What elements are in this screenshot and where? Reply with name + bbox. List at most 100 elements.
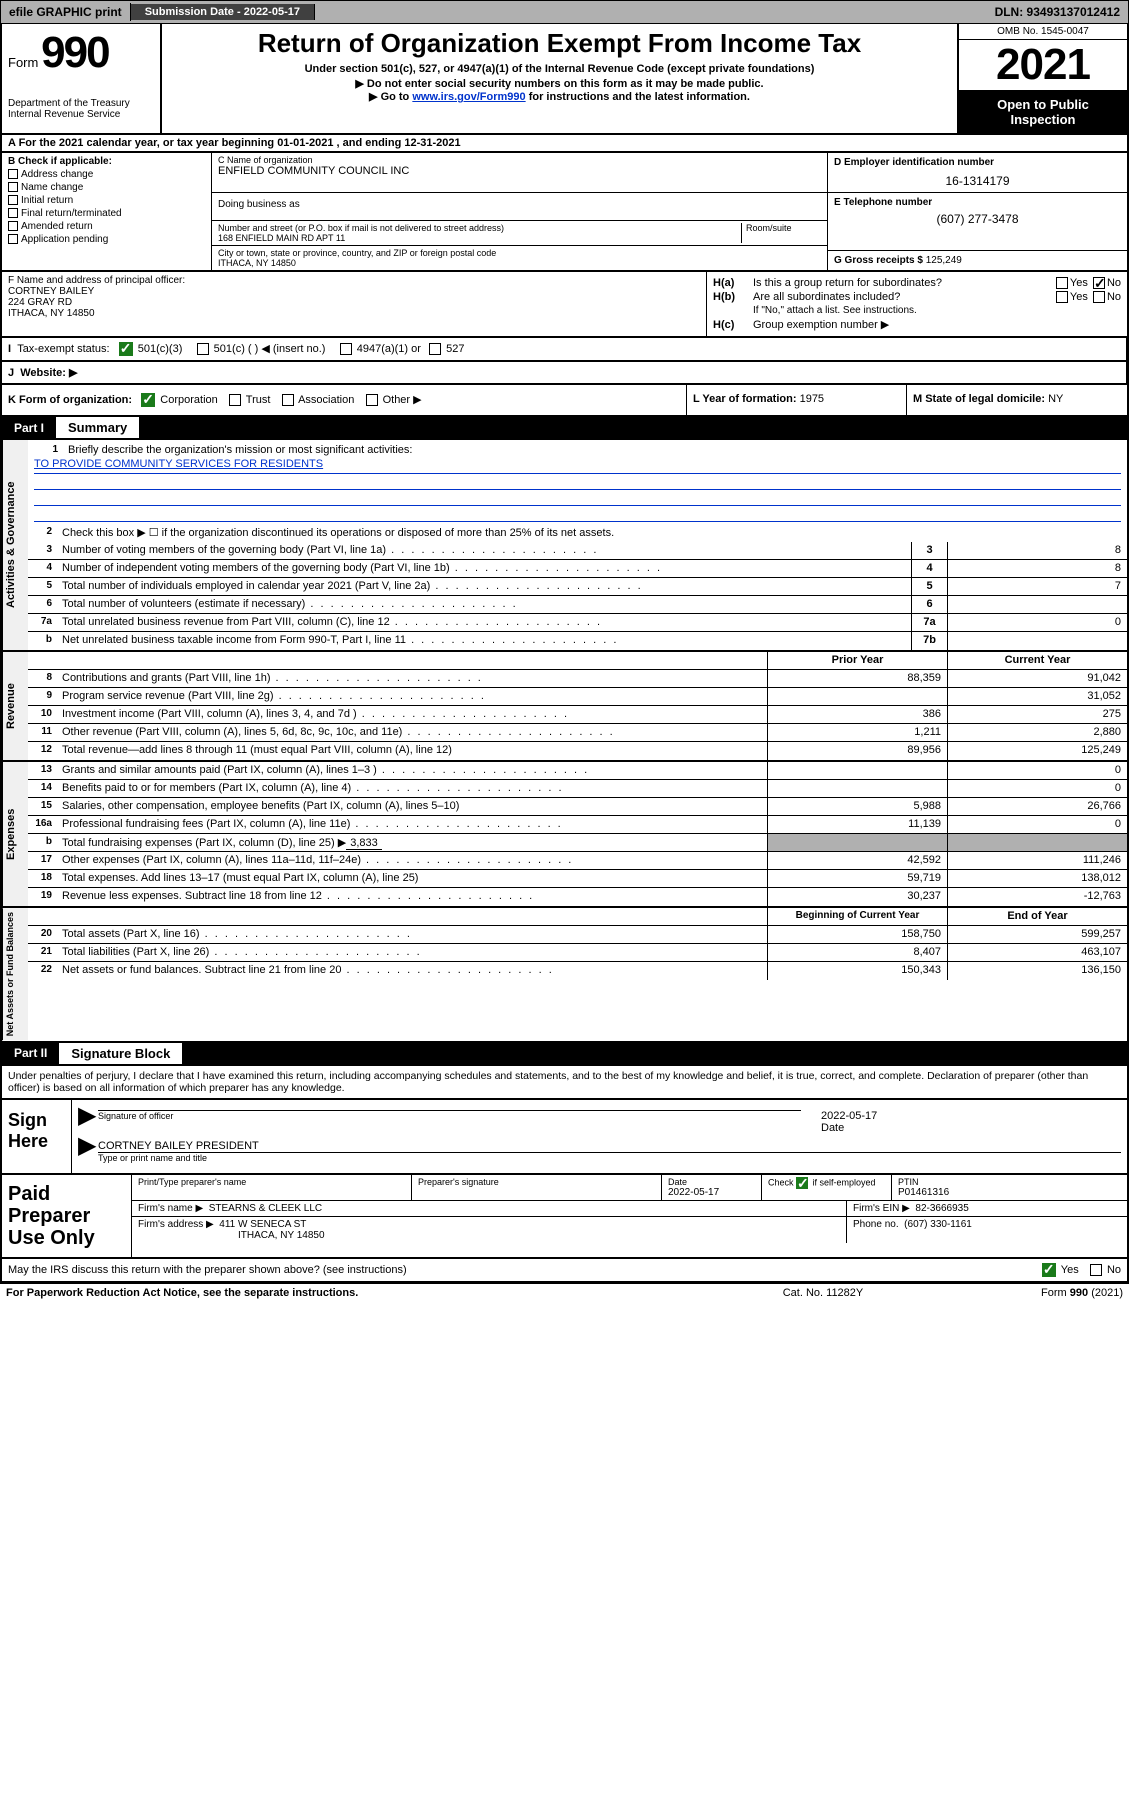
officer-addr1: 224 GRAY RD <box>8 297 700 308</box>
chk-501c[interactable] <box>197 343 209 355</box>
line-16a-prior: 11,139 <box>767 816 947 833</box>
chk-501c3[interactable] <box>119 342 133 356</box>
part-1-header: Part I Summary <box>0 417 1129 440</box>
line-15-text: Salaries, other compensation, employee b… <box>58 798 767 815</box>
line-8-curr: 91,042 <box>947 670 1127 687</box>
line-17-prior: 42,592 <box>767 852 947 869</box>
line-20-prior: 158,750 <box>767 926 947 943</box>
chk-initial-return[interactable]: Initial return <box>8 195 205 206</box>
hc-key: H(c) <box>713 319 753 331</box>
chk-assoc[interactable] <box>282 394 294 406</box>
line-13-curr: 0 <box>947 762 1127 779</box>
org-name-value: ENFIELD COMMUNITY COUNCIL INC <box>218 165 821 177</box>
vtab-expenses: Expenses <box>2 762 28 906</box>
chk-trust[interactable] <box>229 394 241 406</box>
omb-number: OMB No. 1545-0047 <box>959 24 1127 40</box>
revenue-block: Revenue Prior Year Current Year 8 Contri… <box>0 652 1129 762</box>
col-f-officer: F Name and address of principal officer:… <box>2 272 707 336</box>
line-13-text: Grants and similar amounts paid (Part IX… <box>58 762 767 779</box>
sig-officer-label: Signature of officer <box>98 1111 801 1121</box>
officer-name: CORTNEY BAILEY <box>8 286 700 297</box>
line-8-text: Contributions and grants (Part VIII, lin… <box>58 670 767 687</box>
line-3-text: Number of voting members of the governin… <box>58 542 911 559</box>
form-word: Form <box>8 55 38 70</box>
submission-date-button[interactable]: Submission Date - 2022-05-17 <box>131 4 315 20</box>
vtab-net-assets: Net Assets or Fund Balances <box>2 908 28 1040</box>
hc-label: Group exemption number ▶ <box>753 318 1121 331</box>
chk-final-return[interactable]: Final return/terminated <box>8 208 205 219</box>
line-16b-prior-shaded <box>767 834 947 851</box>
chk-application-pending[interactable]: Application pending <box>8 234 205 245</box>
line-10-curr: 275 <box>947 706 1127 723</box>
dba-label: Doing business as <box>218 199 300 210</box>
open-to-public: Open to Public Inspection <box>959 91 1127 133</box>
city-label: City or town, state or province, country… <box>218 248 821 258</box>
sig-caret-2: ▶ <box>78 1140 98 1163</box>
signature-intro: Under penalties of perjury, I declare th… <box>0 1066 1129 1100</box>
firm-ein-value: 82-3666935 <box>915 1203 968 1214</box>
line-17-text: Other expenses (Part IX, column (A), lin… <box>58 852 767 869</box>
firm-ein-label: Firm's EIN ▶ <box>853 1203 910 1214</box>
irs-link[interactable]: www.irs.gov/Form990 <box>412 91 525 103</box>
hb-yn[interactable]: Yes No <box>1054 291 1121 303</box>
firm-phone-label: Phone no. <box>853 1219 899 1230</box>
header-left: Form 990 Department of the Treasury Inte… <box>2 24 162 133</box>
paid-preparer-label: Paid Preparer Use Only <box>2 1175 132 1257</box>
line-6-text: Total number of volunteers (estimate if … <box>58 596 911 613</box>
sign-here-label: Sign Here <box>2 1100 72 1173</box>
line-15-prior: 5,988 <box>767 798 947 815</box>
chk-name-change[interactable]: Name change <box>8 182 205 193</box>
line-9-prior <box>767 688 947 705</box>
col-e-g: E Telephone number (607) 277-3478 G Gros… <box>827 193 1127 270</box>
ptin-value: P01461316 <box>898 1187 1121 1198</box>
sign-here-block: Sign Here ▶ Signature of officer 2022-05… <box>0 1100 1129 1175</box>
expenses-block: Expenses 13 Grants and similar amounts p… <box>0 762 1129 908</box>
line-22-text: Net assets or fund balances. Subtract li… <box>58 962 767 980</box>
chk-corp[interactable] <box>141 393 155 407</box>
sig-date-value: 2022-05-17 <box>821 1110 1121 1122</box>
col-c: C Name of organization ENFIELD COMMUNITY… <box>212 153 1127 270</box>
hdr-eoy: End of Year <box>947 908 1127 925</box>
line-6-val <box>947 596 1127 613</box>
subtitle-2: ▶ Do not enter social security numbers o… <box>168 77 951 90</box>
part-1-title: Summary <box>56 417 139 438</box>
header-mid: Return of Organization Exempt From Incom… <box>162 24 957 133</box>
vtab-revenue: Revenue <box>2 652 28 760</box>
row-a-tax-year: A For the 2021 calendar year, or tax yea… <box>0 135 1129 153</box>
line-20-curr: 599,257 <box>947 926 1127 943</box>
line-16b-curr-shaded <box>947 834 1127 851</box>
line-14-prior <box>767 780 947 797</box>
firm-addr-value1: 411 W SENECA ST <box>219 1219 306 1230</box>
dba-row: Doing business as <box>212 193 827 221</box>
firm-name-value: STEARNS & CLEEK LLC <box>209 1203 322 1214</box>
irs-discuss-yn[interactable]: Yes No <box>1042 1263 1121 1277</box>
chk-527[interactable] <box>429 343 441 355</box>
line-22-curr: 136,150 <box>947 962 1127 980</box>
ha-yn[interactable]: Yes No <box>1054 277 1121 289</box>
hdr-bcy: Beginning of Current Year <box>767 908 947 925</box>
subtitle-3: ▶ Go to www.irs.gov/Form990 for instruct… <box>168 90 951 103</box>
row-j: J Website: ▶ <box>0 362 1129 385</box>
chk-amended-return[interactable]: Amended return <box>8 221 205 232</box>
line-10-text: Investment income (Part VIII, column (A)… <box>58 706 767 723</box>
line-22-prior: 150,343 <box>767 962 947 980</box>
chk-address-change[interactable]: Address change <box>8 169 205 180</box>
irs-label: Internal Revenue Service <box>8 109 154 120</box>
prep-name-label: Print/Type preparer's name <box>138 1177 405 1187</box>
hdr-current-year: Current Year <box>947 652 1127 669</box>
line-20-text: Total assets (Part X, line 16) <box>58 926 767 943</box>
firm-name-label: Firm's name ▶ <box>138 1203 203 1214</box>
hb-note: If "No," attach a list. See instructions… <box>713 305 1121 316</box>
phone-label: E Telephone number <box>834 197 1121 208</box>
gross-receipts-value: 125,249 <box>926 255 962 266</box>
prep-date-value: 2022-05-17 <box>668 1187 755 1198</box>
line-11-text: Other revenue (Part VIII, column (A), li… <box>58 724 767 741</box>
chk-other[interactable] <box>366 394 378 406</box>
row-i: I Tax-exempt status: 501(c)(3) 501(c) ( … <box>0 338 1129 362</box>
form-title: Return of Organization Exempt From Incom… <box>168 28 951 59</box>
line-16a-text: Professional fundraising fees (Part IX, … <box>58 816 767 833</box>
state-domicile-value: NY <box>1048 393 1063 405</box>
line-1-mission: 1 Briefly describe the organization's mi… <box>28 440 1127 524</box>
mission-link[interactable]: TO PROVIDE COMMUNITY SERVICES FOR RESIDE… <box>34 458 323 470</box>
chk-4947[interactable] <box>340 343 352 355</box>
